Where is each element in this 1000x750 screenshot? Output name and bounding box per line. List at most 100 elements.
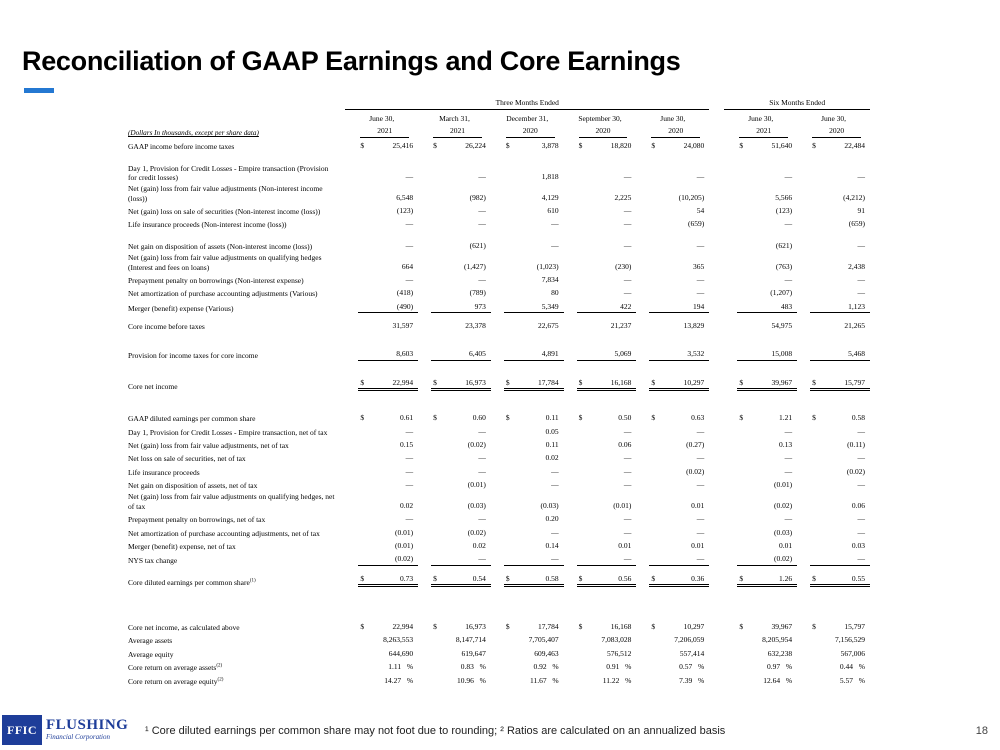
cell-value: — — [696, 527, 705, 537]
cell-value: (621) — [775, 240, 793, 250]
cell-value: (763) — [775, 261, 793, 271]
table-row: Core return on average equity(2) 14.27% 10… — [128, 674, 870, 687]
row-label: Provision for income taxes for core inco… — [128, 351, 258, 361]
cell-value: — — [623, 274, 632, 284]
units-note: (Dollars In thousands, except per share … — [128, 129, 259, 138]
cell-value: (0.02) — [467, 527, 486, 537]
cell-value: — — [405, 426, 414, 436]
row-label: Merger (benefit) expense (Various) — [128, 303, 234, 313]
reconciliation-table-wrap: Three Months Ended Six Months Ended June… — [128, 97, 870, 687]
cell-value: $39,967 — [739, 622, 793, 631]
cell-value: — — [857, 274, 866, 284]
page-number: 18 — [975, 725, 988, 737]
col-header-year: 2020 — [797, 125, 870, 139]
table-row: Day 1, Provision for Credit Losses - Emp… — [128, 425, 870, 438]
year-header-row: (Dollars In thousands, except per share … — [128, 125, 870, 139]
cell-value: (0.02) — [724, 552, 798, 566]
cell-value: $0.11 — [505, 413, 559, 423]
row-label: Net gain on disposition of assets (Non-i… — [128, 241, 313, 251]
cell-value: — — [405, 274, 414, 284]
cell-value: 0.02 — [472, 540, 486, 550]
table-row: Core net income $22,994 $16,973 $17,784 $16,… — [128, 376, 870, 392]
cell-value: — — [623, 480, 632, 489]
cell-value: $17,784 — [491, 376, 564, 392]
cell-value: $15,797 — [797, 376, 870, 392]
cell-value: $17,784 — [505, 622, 559, 631]
row-label: Core net income, as calculated above — [128, 623, 240, 632]
table-row: Prepayment penalty on borrowings (Non-in… — [128, 273, 870, 286]
cell-value: $0.55 — [797, 572, 870, 588]
cell-value: — — [784, 466, 793, 476]
table-row: Merger (benefit) expense (Various) (490) 9… — [128, 300, 870, 314]
year-label: 2021 — [739, 126, 789, 139]
cell-value: $1.21 — [739, 413, 793, 423]
row-label: Net (gain) loss from fair value adjustme… — [128, 184, 323, 203]
cell-value: 7,083,028 — [601, 635, 632, 645]
cell-value: 576,512 — [607, 648, 632, 658]
cell-value: 6,405 — [418, 347, 491, 361]
column-gap — [709, 347, 724, 361]
cell-value: 3,532 — [636, 347, 710, 361]
cell-value: 23,378 — [465, 321, 486, 330]
cell-value: (789) — [469, 288, 486, 298]
cell-value: — — [551, 527, 559, 537]
cell-value: (0.27) — [686, 439, 705, 449]
logo-company-subtitle: Financial Corporation — [46, 733, 110, 742]
cell-value: — — [623, 206, 632, 215]
column-gap — [709, 660, 724, 673]
cell-value: $22,994 — [360, 622, 414, 631]
column-gap — [709, 512, 724, 525]
cell-value: $25,416 — [360, 141, 414, 151]
cell-value: 11.67% — [530, 675, 559, 685]
table-row: Net (gain) loss from fair value adjustme… — [128, 438, 870, 451]
cell-value: — — [784, 171, 793, 181]
spacer-row — [128, 153, 870, 163]
cell-value: — — [623, 171, 632, 181]
row-label: Net (gain) loss from fair value adjustme… — [128, 253, 322, 272]
cell-value: $51,640 — [739, 141, 793, 151]
corner-cell — [128, 97, 345, 110]
cell-value: 0.97% — [767, 662, 793, 672]
cell-value: 0.01 — [618, 540, 632, 550]
cell-value: — — [636, 552, 710, 566]
cell-value: — — [784, 274, 793, 284]
group-header-row: Three Months Ended Six Months Ended — [128, 97, 870, 111]
table-row: Net amortization of purchase accounting … — [128, 286, 870, 299]
row-label: Core net income — [128, 381, 178, 391]
cell-value: 5,468 — [797, 347, 870, 361]
cell-value: (0.02) — [774, 500, 793, 510]
table-row: Net gain on disposition of assets (Non-i… — [128, 239, 870, 252]
cell-value: 5,349 — [491, 300, 564, 314]
column-gap — [709, 217, 724, 230]
table-row: Net (gain) loss on sale of securities (N… — [128, 204, 870, 217]
cell-value: — — [478, 426, 486, 436]
cell-value: — — [623, 219, 632, 229]
date-header-row: June 30, March 31, December 31, Septembe… — [128, 110, 870, 125]
cell-value: 15,008 — [724, 347, 798, 361]
cell-value: — — [623, 453, 632, 463]
cell-value: — — [784, 426, 793, 436]
cell-value: 6,548 — [396, 192, 414, 202]
year-label: 2020 — [578, 126, 628, 139]
cell-value: 8,205,954 — [762, 635, 793, 645]
cell-value: 0.05 — [545, 426, 559, 436]
reconciliation-table: Three Months Ended Six Months Ended June… — [128, 97, 870, 687]
cell-value: $10,297 — [636, 376, 710, 392]
column-gap — [709, 674, 724, 687]
row-label: GAAP income before income taxes — [128, 142, 235, 152]
row-label: Merger (benefit) expense, net of tax — [128, 541, 236, 551]
cell-value: (230) — [615, 261, 632, 271]
cell-value: — — [405, 219, 414, 229]
cell-value: — — [696, 514, 705, 524]
cell-value: 0.02 — [545, 453, 559, 463]
cell-value: 10.96% — [456, 675, 486, 685]
cell-value: 2,225 — [614, 192, 632, 202]
cell-value: — — [478, 466, 486, 476]
cell-value: (123) — [775, 206, 793, 215]
logo-company-name: FLUSHING — [46, 717, 129, 734]
cell-value: 1,123 — [797, 300, 870, 314]
cell-value: — — [478, 453, 486, 463]
column-gap — [709, 139, 724, 152]
cell-value: — — [696, 426, 705, 436]
cell-value: 644,690 — [388, 648, 414, 658]
